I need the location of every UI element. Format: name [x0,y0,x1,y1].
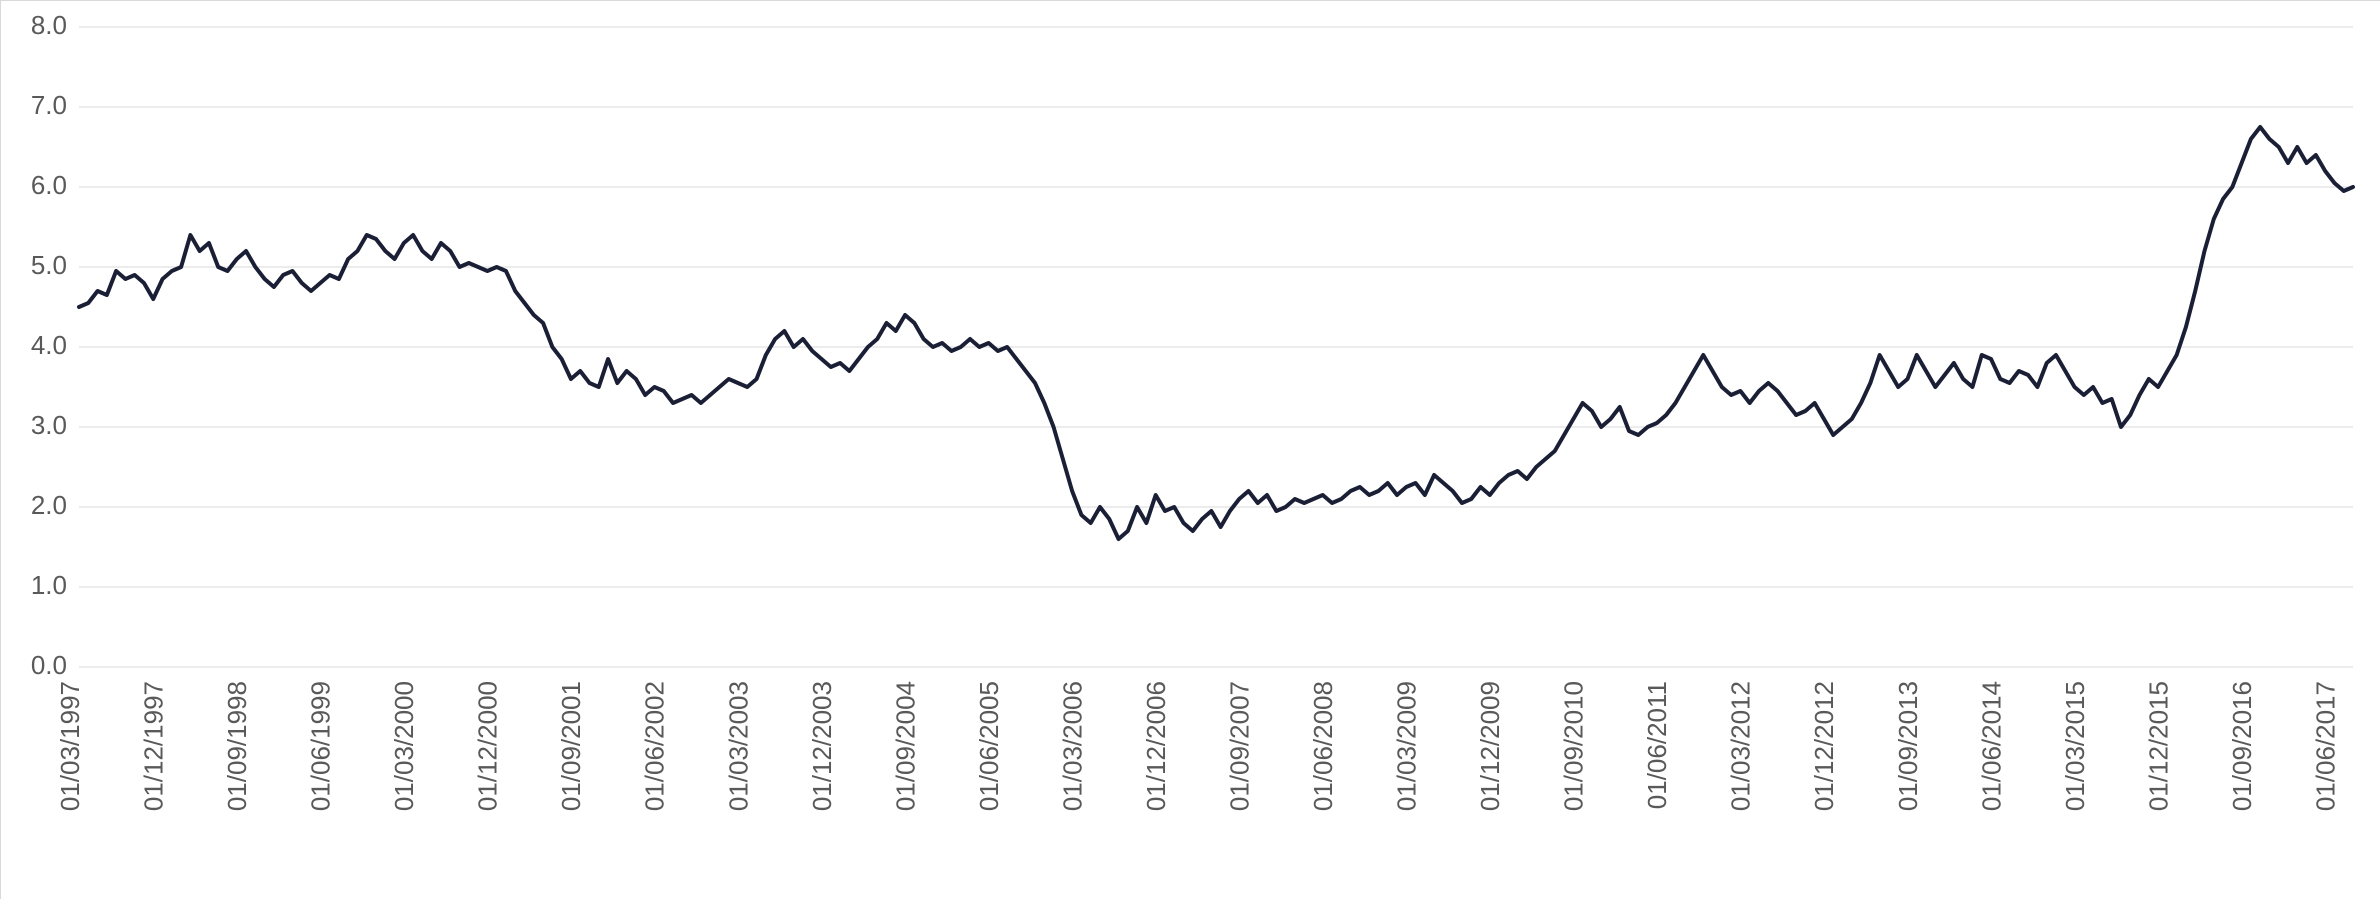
y-tick-label: 2.0 [31,490,67,520]
line-chart: 0.0 1.0 2.0 3.0 4.0 5.0 6.0 7.0 8.0 01/03/1997 01/… [0,0,2380,899]
x-tick-label: 01/09/2007 [1224,681,1254,811]
x-tick-label: 01/06/2011 [1642,681,1672,809]
y-tick-label: 0.0 [31,650,67,680]
x-tick-label: 01/12/2009 [1475,681,1505,811]
x-tick-label: 01/06/2005 [974,681,1004,811]
x-tick-label: 01/09/2010 [1559,681,1589,811]
x-tick-label: 01/09/2013 [1893,681,1923,811]
y-tick-label: 3.0 [31,410,67,440]
x-tick-label: 01/06/1999 [306,681,336,811]
x-tick-label: 01/09/2016 [2227,681,2257,811]
x-tick-label: 01/03/2006 [1057,681,1087,811]
x-tick-label: 01/12/1997 [139,681,169,811]
x-tick-label: 01/12/2015 [2143,681,2173,811]
x-tick-label: 01/12/2003 [807,681,837,811]
x-tick-label: 01/12/2006 [1141,681,1171,811]
x-tick-label: 01/03/2012 [1726,681,1756,811]
x-tick-label: 01/06/2002 [640,681,670,811]
y-tick-label: 8.0 [31,10,67,40]
y-tick-label: 6.0 [31,170,67,200]
x-tick-label: 01/03/2015 [2060,681,2090,811]
y-tick-label: 1.0 [31,570,67,600]
x-tick-label: 01/09/1998 [222,681,252,811]
x-tick-label: 01/03/2000 [389,681,419,811]
y-tick-label: 7.0 [31,90,67,120]
y-tick-label: 4.0 [31,330,67,360]
x-tick-label: 01/09/2001 [556,681,586,811]
x-tick-label: 01/12/2000 [473,681,503,811]
y-tick-label: 5.0 [31,250,67,280]
x-tick-label: 01/06/2008 [1308,681,1338,811]
chart-svg: 0.0 1.0 2.0 3.0 4.0 5.0 6.0 7.0 8.0 01/03/1997 01/… [1,1,2380,900]
x-tick-label: 01/06/2014 [1976,681,2006,811]
x-tick-label: 01/03/2009 [1392,681,1422,811]
x-tick-label: 01/09/2004 [890,681,920,811]
x-tick-label: 01/03/1997 [55,681,85,811]
x-tick-label: 01/03/2003 [723,681,753,811]
x-tick-label: 01/06/2017 [2310,681,2340,811]
x-tick-label: 01/12/2012 [1809,681,1839,811]
